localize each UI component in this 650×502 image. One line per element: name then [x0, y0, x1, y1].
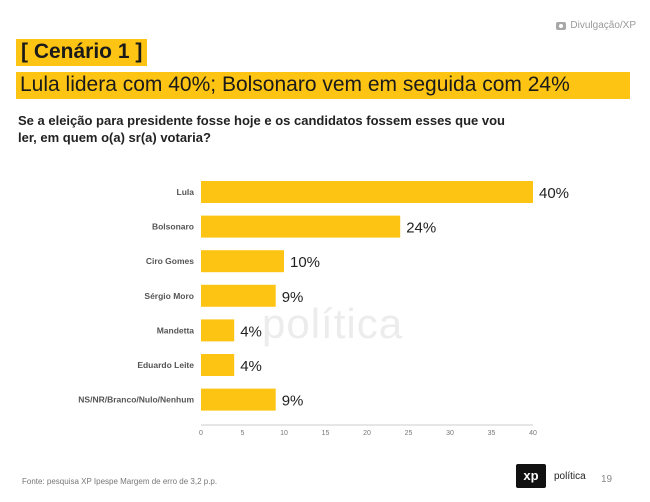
x-tick-label: 20	[363, 430, 371, 437]
page-number: 19	[601, 474, 613, 485]
x-tick-label: 25	[405, 430, 413, 437]
value-label: 4%	[240, 358, 262, 375]
scenario-label: [ Cenário 1 ]	[16, 39, 148, 66]
value-label: 24%	[406, 220, 436, 237]
x-tick-label: 40	[529, 430, 537, 437]
bar	[201, 354, 235, 376]
category-label: Sérgio Moro	[144, 291, 194, 301]
category-label: Lula	[177, 187, 195, 197]
watermark: política	[262, 300, 404, 347]
bar	[201, 181, 533, 203]
category-label: Bolsonaro	[152, 222, 194, 232]
headline: Lula lidera com 40%; Bolsonaro vem em se…	[16, 72, 630, 99]
brand-logo: xp política	[516, 464, 586, 488]
survey-question-line-1: Se a eleição para presidente fosse hoje …	[18, 113, 505, 128]
xp-logo-icon: xp	[516, 464, 546, 488]
x-tick-label: 35	[488, 430, 496, 437]
x-tick-label: 30	[446, 430, 454, 437]
category-label: Eduardo Leite	[137, 360, 194, 370]
x-tick-label: 15	[322, 430, 330, 437]
survey-question: Se a eleição para presidente fosse hoje …	[18, 112, 538, 146]
photo-credit-text: Divulgação/XP	[570, 20, 636, 31]
value-label: 4%	[240, 323, 262, 340]
bar	[201, 250, 284, 273]
value-label: 9%	[282, 289, 304, 306]
bar	[201, 319, 235, 342]
bar	[201, 388, 276, 411]
x-tick-label: 5	[241, 430, 245, 437]
bar	[201, 284, 276, 307]
value-label: 10%	[290, 254, 320, 271]
source-footnote: Fonte: pesquisa XP Ipespe Margem de erro…	[22, 477, 218, 486]
bar	[201, 215, 401, 238]
brand-word: política	[554, 470, 586, 482]
x-tick-label: 10	[280, 430, 288, 437]
category-label: Ciro Gomes	[146, 256, 194, 266]
camera-icon	[556, 21, 567, 30]
photo-credit: Divulgação/XP	[556, 20, 636, 31]
value-label: 40%	[539, 185, 569, 202]
x-tick-label: 0	[199, 430, 203, 437]
survey-question-line-2: ler, em quem o(a) sr(a) votaria?	[18, 130, 211, 145]
category-label: NS/NR/Branco/Nulo/Nenhum	[78, 395, 194, 405]
category-label: Mandetta	[157, 325, 195, 335]
value-label: 9%	[282, 393, 304, 410]
